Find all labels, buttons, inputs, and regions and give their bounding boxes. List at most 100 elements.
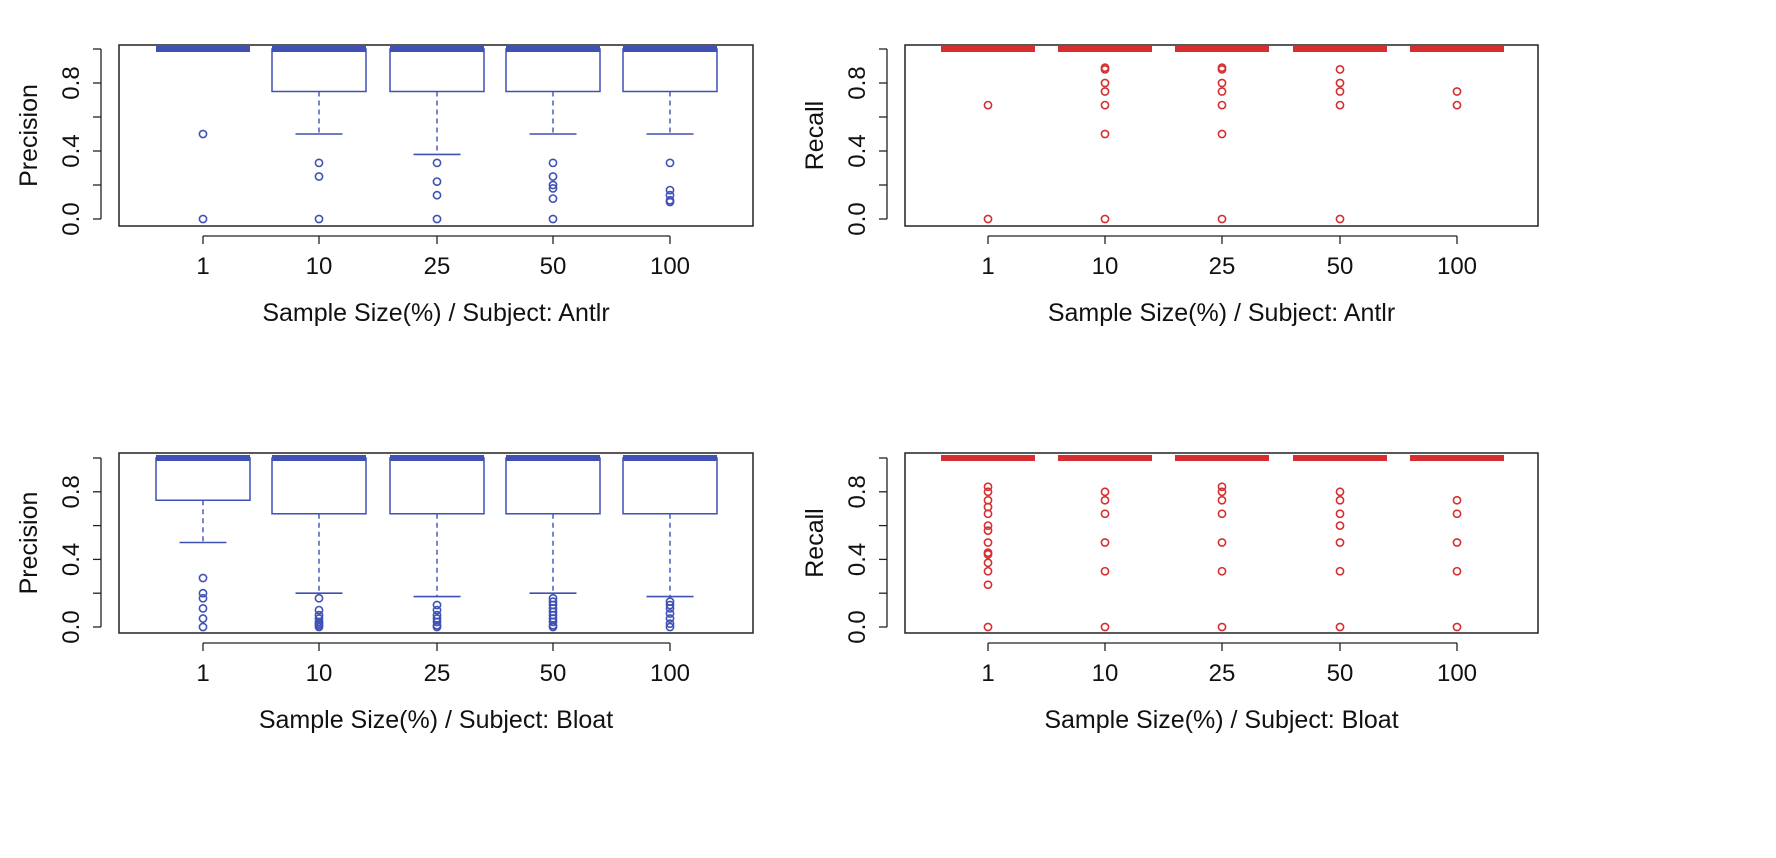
- y-tick-label: 0.4: [844, 543, 871, 576]
- box-10: [1058, 46, 1152, 224]
- x-tick-label: 1: [981, 253, 994, 280]
- outlier-point: [1335, 100, 1345, 110]
- outlier-point: [198, 604, 208, 613]
- x-tick-label: 1: [981, 660, 994, 687]
- outlier-point: [1100, 214, 1110, 224]
- outlier-point: [983, 566, 993, 576]
- outlier-point: [432, 622, 442, 632]
- panel-top-right: 0.0 0.4 0.8 Recall 1 10 25 50 100 Sample Size(%) …: [801, 44, 1539, 327]
- outlier-point: [665, 600, 675, 610]
- outlier-point: [1335, 521, 1345, 530]
- outlier-point: [1335, 214, 1345, 224]
- outlier-point: [432, 617, 442, 627]
- outlier-point: [1100, 509, 1110, 519]
- outlier-point: [1452, 538, 1462, 547]
- outlier-point: [198, 593, 208, 603]
- x-tick-label: 50: [1327, 660, 1354, 687]
- outlier-point: [1217, 487, 1227, 497]
- x-tick-label: 100: [1437, 253, 1477, 280]
- x-tick-label: 10: [306, 253, 333, 280]
- y-tick-label: 0.4: [844, 134, 871, 167]
- x-tick-label: 25: [424, 253, 451, 280]
- box-1: [941, 455, 1035, 632]
- outlier-point: [665, 158, 675, 168]
- box-100: [622, 46, 718, 207]
- outlier-point: [432, 158, 442, 168]
- outlier-point: [1217, 214, 1227, 224]
- x-tick-label: 25: [1209, 253, 1236, 280]
- box-1: [941, 46, 1035, 224]
- outlier-point: [665, 619, 675, 629]
- x-tick-label: 100: [650, 253, 690, 280]
- plot-frame: [904, 44, 1539, 227]
- outlier-point: [432, 214, 442, 224]
- box-10: [271, 46, 367, 224]
- outlier-point: [1100, 129, 1110, 139]
- outlier-point: [1335, 87, 1345, 96]
- outlier-point: [983, 100, 993, 110]
- outlier-point: [432, 605, 442, 615]
- y-tick-label: 0.8: [844, 475, 871, 508]
- outlier-point: [1100, 487, 1110, 497]
- outlier-point: [1452, 495, 1462, 505]
- y-tick-label: 0.8: [58, 475, 85, 508]
- outlier-point: [1335, 538, 1345, 547]
- outlier-point: [983, 538, 993, 547]
- outlier-point: [1217, 622, 1227, 632]
- box-1: [155, 455, 251, 632]
- outlier-point: [1100, 538, 1110, 547]
- outlier-point: [1335, 487, 1345, 497]
- outlier-point: [198, 573, 208, 583]
- y-tick-label: 0.0: [58, 202, 85, 235]
- outlier-point: [198, 588, 208, 598]
- x-tick-label: 10: [306, 660, 333, 687]
- outlier-point: [548, 194, 558, 203]
- y-tick-label: 0.8: [844, 66, 871, 99]
- y-tick-label: 0.4: [58, 543, 85, 576]
- outlier-point: [1100, 65, 1110, 74]
- outlier-point: [1335, 65, 1345, 74]
- outlier-point: [665, 185, 675, 195]
- x-axis-title: Sample Size(%) / Subject: Bloat: [1044, 706, 1398, 734]
- outlier-point: [314, 622, 324, 632]
- outlier-point: [1452, 100, 1462, 110]
- outlier-point: [548, 183, 558, 193]
- outlier-point: [1335, 622, 1345, 632]
- outlier-point: [1217, 78, 1227, 88]
- box-100: [1410, 455, 1504, 632]
- outlier-point: [983, 482, 993, 492]
- outlier-point: [198, 614, 208, 623]
- outlier-point: [1217, 566, 1227, 576]
- outlier-point: [983, 549, 993, 559]
- outlier-point: [198, 129, 208, 139]
- outlier-point: [432, 600, 442, 610]
- box-50: [1293, 455, 1387, 632]
- box-100: [622, 455, 718, 632]
- outlier-point: [1217, 509, 1227, 519]
- x-tick-label: 10: [1092, 253, 1119, 280]
- panel-top-left: 0.0 0.4 0.8 Precision 1 10 25 50 100 Sample Size(…: [15, 44, 754, 327]
- outlier-point: [1100, 566, 1110, 576]
- x-axis-title: Sample Size(%) / Subject: Bloat: [259, 706, 613, 734]
- x-tick-label: 25: [1209, 660, 1236, 687]
- outlier-point: [314, 214, 324, 224]
- y-tick-label: 0.8: [58, 66, 85, 99]
- outlier-point: [1217, 482, 1227, 492]
- outlier-point: [1217, 87, 1227, 96]
- outlier-point: [432, 190, 442, 200]
- outlier-point: [665, 622, 675, 632]
- box-50: [505, 455, 601, 632]
- outlier-point: [1100, 495, 1110, 505]
- y-axis-title: Recall: [801, 101, 829, 170]
- box-25: [1175, 46, 1269, 224]
- x-tick-label: 50: [540, 253, 567, 280]
- box-25: [1175, 455, 1269, 632]
- outlier-point: [1217, 100, 1227, 110]
- outlier-point: [548, 617, 558, 627]
- y-axis-title: Recall: [801, 508, 829, 577]
- x-axis-title: Sample Size(%) / Subject: Antlr: [262, 299, 609, 327]
- outlier-point: [1217, 538, 1227, 547]
- box-25: [389, 455, 485, 632]
- outlier-point: [1335, 509, 1345, 519]
- outlier-point: [1217, 129, 1227, 139]
